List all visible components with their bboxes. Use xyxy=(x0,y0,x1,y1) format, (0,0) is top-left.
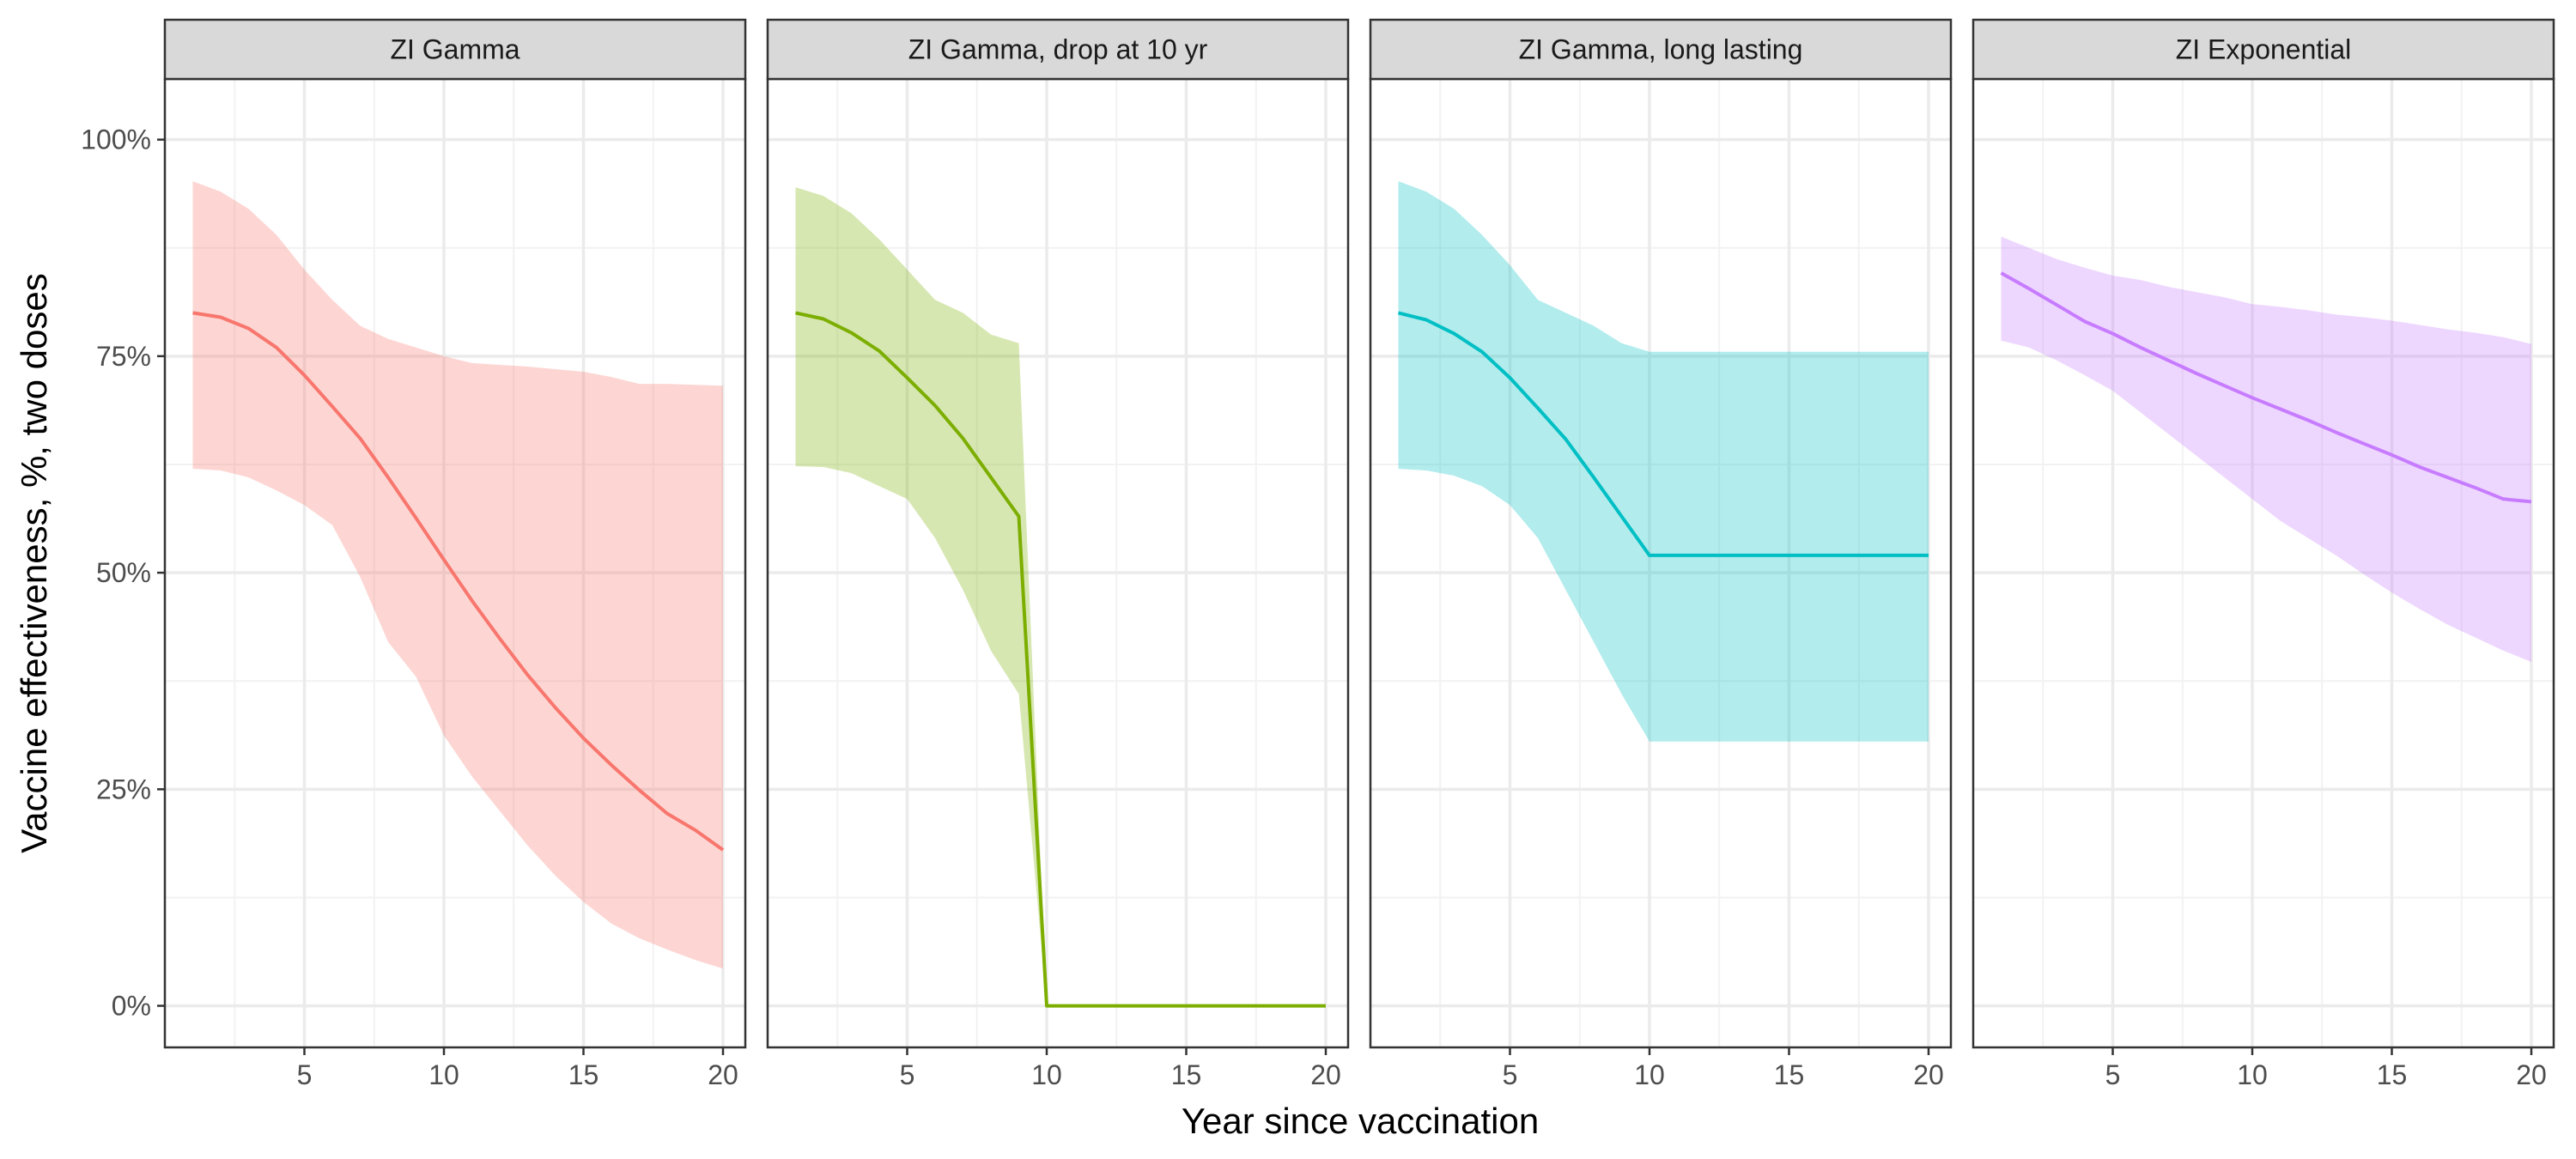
y-axis: 0% 25% 50% 75% 100% xyxy=(81,124,165,1022)
y-tick-label: 75% xyxy=(96,341,151,372)
x-tick-label: 10 xyxy=(2237,1059,2268,1090)
x-tick-label: 15 xyxy=(2377,1059,2408,1090)
panels: ZI Gamma 5 10 15 20 ZI Gamma, drop at 10 yr 5 1… xyxy=(163,18,2555,1090)
facet-panel: ZI Gamma 5 10 15 20 xyxy=(163,18,747,1090)
facet-title: ZI Gamma, drop at 10 yr xyxy=(908,34,1208,65)
y-axis-title: Vaccine effectiveness, %, two doses xyxy=(14,273,54,853)
x-tick-label: 10 xyxy=(428,1059,459,1090)
mean-line xyxy=(192,311,725,852)
x-tick-label: 20 xyxy=(1913,1059,1944,1090)
y-tick-label: 0% xyxy=(112,991,151,1022)
mean-line xyxy=(2000,271,2532,504)
x-tick-label: 15 xyxy=(568,1059,599,1090)
facet-panel: ZI Gamma, drop at 10 yr 5 10 15 20 xyxy=(766,18,1350,1090)
facet-strip xyxy=(1971,18,2555,81)
x-tick-label: 20 xyxy=(708,1059,738,1090)
facet-title: ZI Gamma, long lasting xyxy=(1519,34,1803,65)
facet-panel: ZI Exponential 5 10 15 20 xyxy=(1971,18,2555,1090)
x-axis-title: Year since vaccination xyxy=(1182,1101,1539,1141)
x-tick-label: 15 xyxy=(1171,1059,1202,1090)
facet-strip xyxy=(766,18,1350,81)
y-tick-label: 25% xyxy=(96,774,151,804)
facet-title: ZI Gamma xyxy=(390,34,519,65)
y-tick-label: 100% xyxy=(81,124,151,155)
panel-background xyxy=(1370,79,1951,1047)
x-tick-label: 10 xyxy=(1031,1059,1062,1090)
panel-background xyxy=(1973,79,2554,1047)
confidence-band xyxy=(795,187,1326,1006)
mean-line xyxy=(1398,311,1929,557)
panel-background xyxy=(165,79,745,1047)
y-tick-label: 50% xyxy=(96,557,151,588)
confidence-band xyxy=(192,181,723,969)
x-tick-label: 5 xyxy=(1503,1059,1518,1090)
x-tick-label: 10 xyxy=(1634,1059,1665,1090)
confidence-band xyxy=(1398,181,1929,742)
x-tick-label: 15 xyxy=(1774,1059,1805,1090)
facet-strip xyxy=(1369,18,1953,81)
x-tick-label: 20 xyxy=(2516,1059,2547,1090)
panel-background xyxy=(768,79,1348,1047)
facet-panel: ZI Gamma, long lasting 5 10 15 20 xyxy=(1369,18,1953,1090)
facet-title: ZI Exponential xyxy=(2176,34,2352,65)
x-tick-label: 5 xyxy=(297,1059,313,1090)
mean-line xyxy=(795,311,1326,1008)
x-tick-label: 5 xyxy=(2105,1059,2121,1090)
facet-strip xyxy=(163,18,747,81)
x-tick-label: 5 xyxy=(900,1059,915,1090)
x-tick-label: 20 xyxy=(1310,1059,1341,1090)
